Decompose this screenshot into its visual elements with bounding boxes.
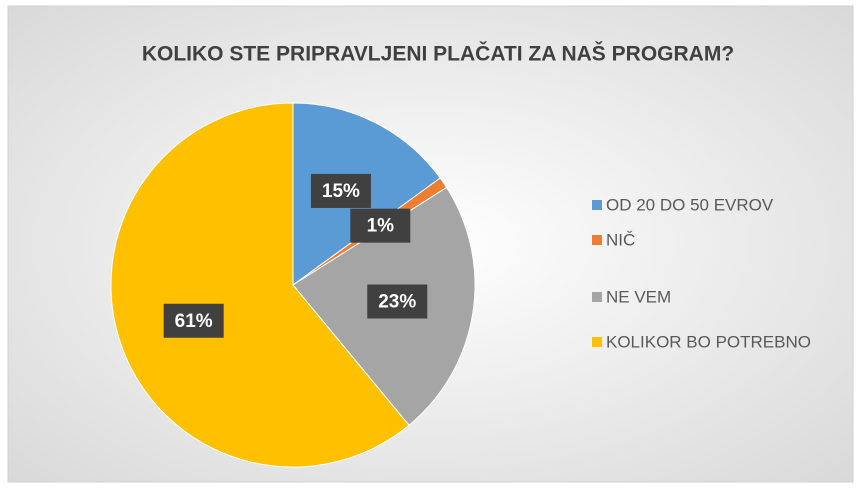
legend-swatch (592, 292, 602, 302)
data-label-box (367, 284, 428, 319)
legend-swatch (592, 200, 602, 210)
legend-label: OD 20 DO 50 EVROV (606, 195, 774, 214)
legend-label: NIČ (606, 230, 635, 249)
legend-swatch (592, 235, 602, 245)
legend-swatch (592, 337, 602, 347)
chart-title: KOLIKO STE PRIPRAVLJENI PLAČATI ZA NAŠ P… (142, 42, 734, 66)
pie-slice (110, 102, 410, 468)
data-label: 61% (175, 311, 213, 332)
data-label-box (310, 173, 371, 208)
data-label-box (163, 303, 224, 338)
data-label: 23% (378, 292, 416, 313)
data-label-box (350, 208, 411, 243)
legend-label: KOLIKOR BO POTREBNO (606, 332, 811, 351)
data-label: 15% (322, 181, 360, 202)
data-label: 1% (367, 216, 395, 237)
legend-label: NE VEM (606, 287, 671, 306)
